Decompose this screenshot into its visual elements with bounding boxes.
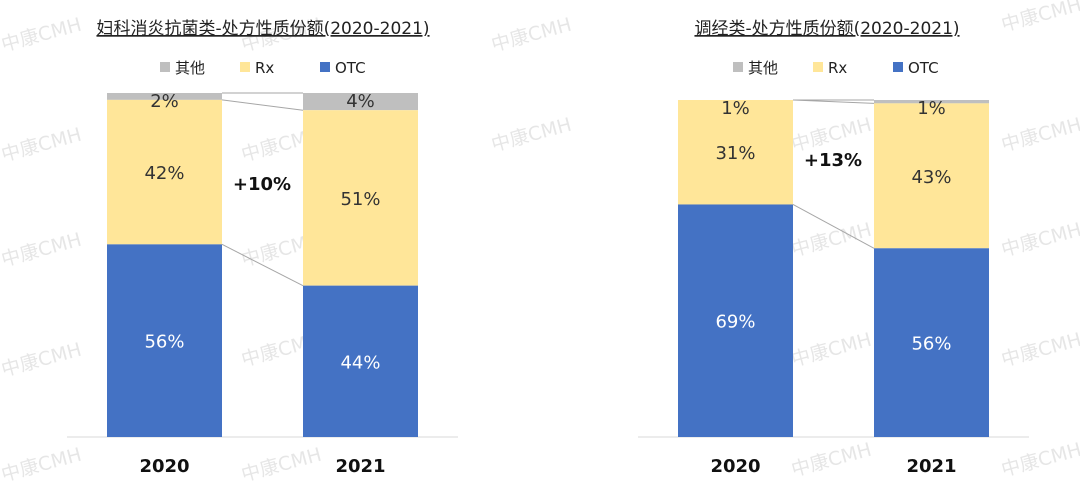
x-tick-label: 2021 (906, 456, 956, 477)
data-label-other: 2% (150, 91, 179, 112)
legend-swatch-0 (160, 62, 170, 72)
data-label-otc: 56% (144, 332, 184, 353)
legend-label: Rx (828, 59, 847, 77)
x-tick-label: 2020 (710, 456, 760, 477)
bar-other (303, 93, 418, 111)
data-label-otc: 69% (715, 312, 755, 333)
legend-label: Rx (255, 59, 274, 77)
connector-otc (221, 243, 304, 287)
bar-other (107, 93, 222, 100)
connector-otc (792, 204, 875, 249)
x-tick-label: 2021 (335, 456, 385, 477)
bar-other (874, 100, 989, 104)
legend-swatch-1 (240, 62, 250, 72)
connector-rx (221, 99, 304, 111)
bar-otc (874, 248, 989, 437)
data-label-other: 4% (346, 91, 375, 112)
data-label-rx: 51% (340, 189, 380, 210)
legend-label: OTC (335, 59, 366, 77)
chart-title: 妇科消炎抗菌类-处方性质份额(2020-2021) (96, 19, 429, 39)
x-tick-label: 2020 (139, 456, 189, 477)
data-label-rx: 31% (715, 143, 755, 164)
legend-swatch-0 (733, 62, 743, 72)
data-label-otc: 44% (340, 352, 380, 373)
bar-otc (678, 204, 793, 437)
legend-swatch-1 (813, 62, 823, 72)
data-label-rx: 43% (911, 167, 951, 188)
legend-swatch-2 (320, 62, 330, 72)
data-label-other: 1% (917, 98, 946, 119)
legend-label: OTC (908, 59, 939, 77)
data-label-other: 1% (721, 98, 750, 119)
bar-rx (107, 99, 222, 245)
bar-otc (303, 285, 418, 437)
legend-label: 其他 (175, 59, 205, 77)
bar-rx (874, 103, 989, 249)
change-annotation: +13% (804, 150, 862, 171)
bar-rx (678, 100, 793, 205)
bar-otc (107, 244, 222, 437)
legend-swatch-2 (893, 62, 903, 72)
legend-label: 其他 (748, 59, 778, 77)
data-label-otc: 56% (911, 334, 951, 355)
chart-title: 调经类-处方性质份额(2020-2021) (694, 19, 959, 39)
change-annotation: +10% (233, 174, 291, 195)
data-label-rx: 42% (144, 163, 184, 184)
connector-rx (792, 99, 875, 104)
bar-rx (303, 110, 418, 286)
